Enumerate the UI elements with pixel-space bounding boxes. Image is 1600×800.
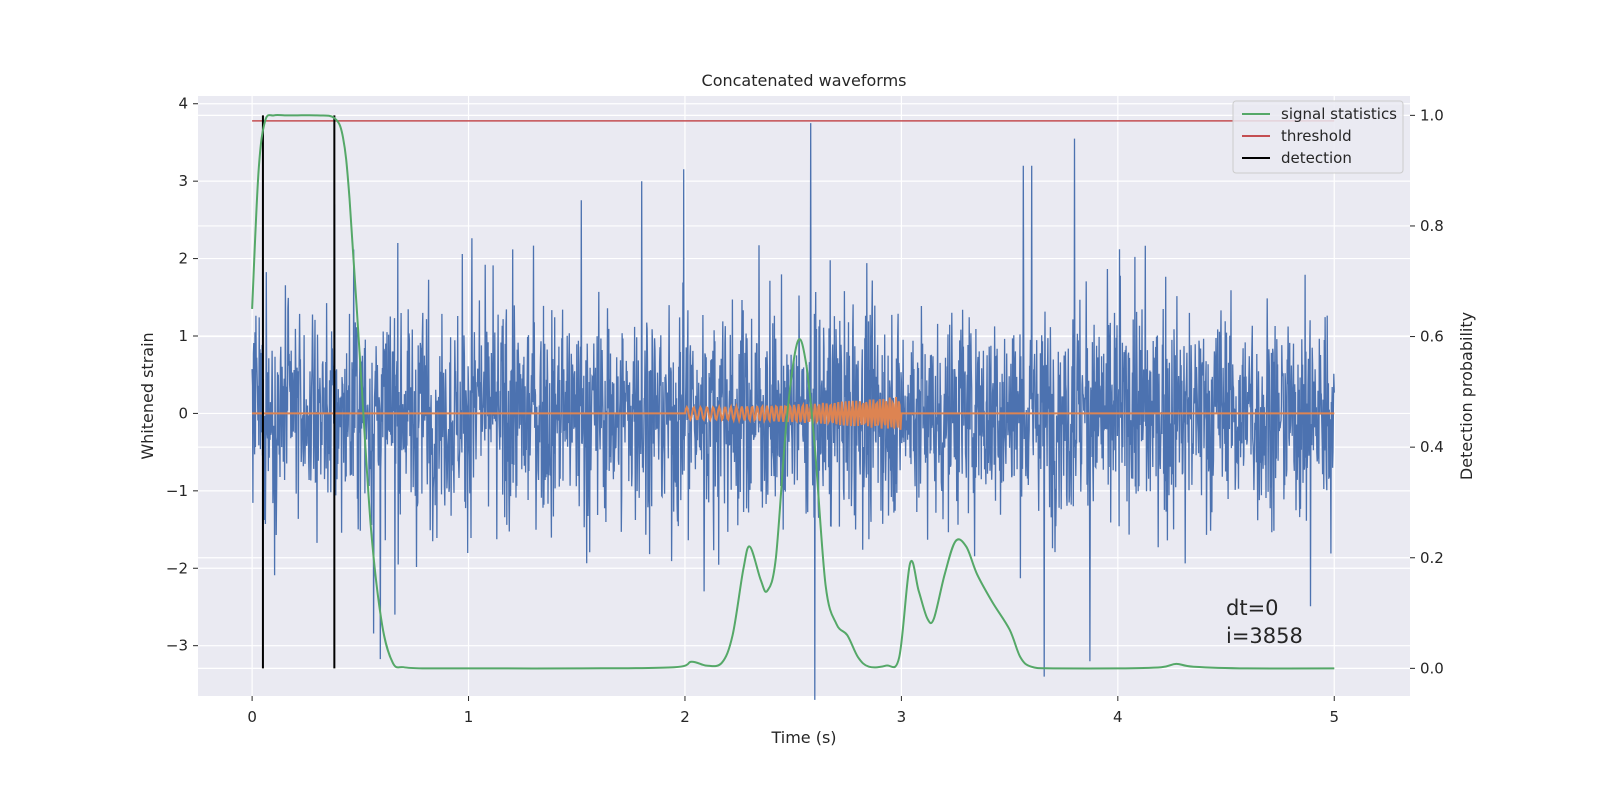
y2-tick-label: 0.0 (1420, 659, 1444, 677)
y2-tick-label: 0.4 (1420, 438, 1444, 456)
y-tick-label: 1 (178, 327, 188, 345)
legend-label-signal-statistics: signal statistics (1281, 105, 1397, 123)
x-tick-label: 2 (680, 708, 690, 726)
y-tick-label: 3 (178, 172, 188, 190)
x-tick-label: 3 (897, 708, 907, 726)
y2-tick-label: 0.8 (1420, 217, 1444, 235)
x-tick-label: 4 (1113, 708, 1123, 726)
chirp-line (252, 396, 1335, 430)
y-tick-label: 2 (178, 250, 188, 268)
y2-axis-label: Detection probability (1457, 312, 1476, 480)
y2-tick-label: 0.2 (1420, 549, 1444, 567)
chart-title: Concatenated waveforms (702, 71, 907, 90)
y-tick-label: 4 (178, 95, 188, 113)
chirp-series (252, 396, 1335, 430)
y-tick-label: −2 (166, 559, 188, 577)
legend-label-threshold: threshold (1281, 127, 1352, 145)
axis-ticks: 0 1 2 3 4 5 −3 −2 −1 0 1 2 3 4 0.0 0.2 0.4 0.6 0.8 1.0 (166, 95, 1444, 726)
x-axis-label: Time (s) (770, 728, 836, 747)
x-tick-label: 1 (464, 708, 474, 726)
annotation-dt: dt=0 (1226, 596, 1279, 620)
y-tick-label: −3 (166, 637, 188, 655)
y2-tick-label: 1.0 (1420, 106, 1444, 124)
legend-box (1232, 100, 1404, 174)
legend-label-detection: detection (1281, 149, 1352, 167)
legend: signal statistics threshold detection (1232, 100, 1404, 174)
y-axis-label: Whitened strain (138, 332, 157, 459)
y-tick-label: 0 (178, 404, 188, 422)
y2-tick-label: 0.6 (1420, 328, 1444, 346)
annotation-index: i=3858 (1226, 624, 1303, 648)
signal-statistics-line (251, 113, 1335, 670)
detection-series (261, 115, 336, 669)
x-tick-label: 5 (1329, 708, 1339, 726)
y-tick-label: −1 (166, 482, 188, 500)
signal-statistics-series (251, 113, 1335, 670)
x-tick-label: 0 (247, 708, 257, 726)
